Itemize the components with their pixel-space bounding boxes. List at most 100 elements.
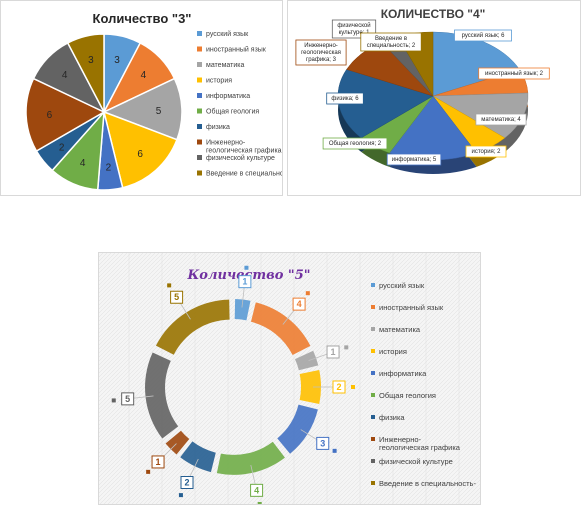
- label-marker: [305, 291, 310, 296]
- data-label: Инженерно-геологическая графика; 3: [301, 43, 341, 63]
- data-label-box: [326, 345, 340, 359]
- legend-swatch: [197, 170, 202, 176]
- data-label-box: [386, 153, 442, 166]
- data-label: 1: [242, 277, 247, 287]
- data-label: 4: [62, 70, 68, 81]
- data-label: 3: [320, 438, 325, 448]
- chart-grade-4: КОЛИЧЕСТВО "4" русский язык; 6 иностранный…: [295, 7, 550, 174]
- chart-panel-grade-5: Количество "5" 1 4 1 2 3 4 2 1 5 5 русский язык инос…: [98, 252, 481, 505]
- donut-segment-7: [180, 441, 216, 473]
- legend-entry: Инженерно-геологическая графика: [206, 140, 282, 155]
- pie-slice-4: [102, 110, 178, 189]
- legend-swatch: [371, 459, 375, 463]
- legend-swatch: [197, 46, 202, 52]
- legend-entry: история: [206, 78, 232, 85]
- data-label-box: [475, 113, 527, 126]
- data-label: 6: [137, 149, 143, 160]
- data-label-box: [292, 297, 306, 311]
- legend-entry: информатика: [206, 93, 250, 100]
- legend-swatch: [197, 31, 202, 36]
- chart-panel-grade-4: КОЛИЧЕСТВО "4" русский язык; 6 иностранный…: [287, 0, 581, 196]
- data-label-box: [295, 39, 347, 66]
- data-label: физика; 6: [331, 96, 359, 102]
- legend-entry: иностранный язык: [379, 303, 444, 312]
- donut-segment-2: [250, 302, 311, 355]
- data-label: 6: [47, 110, 53, 121]
- label-marker: [344, 345, 349, 350]
- donut-segment-6: [216, 441, 285, 475]
- pie-slice-1: [432, 31, 520, 97]
- legend-entry: физика: [206, 124, 230, 131]
- legend-entry: физической культуре: [206, 154, 275, 162]
- legend-swatch: [197, 77, 202, 83]
- data-label-box: [322, 137, 388, 150]
- data-label: 2: [59, 143, 65, 154]
- pie-slice-8: [25, 77, 106, 153]
- legend-swatch: [197, 139, 202, 145]
- data-label: информатика; 5: [392, 157, 437, 163]
- legend-entry: русский язык: [379, 281, 425, 290]
- data-label-box: [151, 455, 165, 469]
- legend-swatch: [197, 108, 202, 114]
- pie-slice-7: [337, 69, 434, 139]
- data-label: физической культуре; 1: [337, 22, 370, 36]
- data-label: русский язык; 6: [462, 32, 505, 39]
- data-label: 4: [80, 158, 86, 169]
- legend-swatch: [371, 437, 375, 441]
- data-label: 5: [125, 394, 130, 404]
- legend-entry: физика: [379, 413, 405, 422]
- data-label-box: [360, 32, 422, 52]
- legend-entry: математика: [379, 325, 421, 334]
- data-label: 1: [331, 347, 336, 357]
- data-label-box: [180, 476, 194, 490]
- data-label: Общая геология; 2: [329, 141, 382, 147]
- legend-entry: информатика: [379, 369, 427, 378]
- legend-swatch: [197, 93, 202, 98]
- data-label: 2: [185, 478, 190, 488]
- data-label-box: [316, 436, 330, 450]
- legend-entry: Инженерно-геологическая графика: [379, 435, 461, 452]
- legend-entry: русский язык: [206, 30, 249, 38]
- pie-slice-10: [66, 33, 105, 113]
- data-label: 4: [254, 485, 259, 495]
- data-label: 5: [174, 292, 179, 302]
- donut-segment-4: [299, 369, 321, 405]
- data-label-box: [170, 290, 184, 304]
- donut-segment-5: [277, 404, 318, 454]
- label-marker: [244, 265, 249, 270]
- legend-swatch: [371, 481, 375, 485]
- donut-segment-10: [155, 299, 230, 355]
- donut-segment-9: [145, 352, 179, 439]
- data-label: история; 2: [472, 149, 502, 155]
- data-label-box: [465, 145, 507, 158]
- pie-slice-3: [102, 77, 183, 141]
- label-marker: [178, 493, 183, 498]
- data-label-box: [250, 483, 264, 497]
- legend-swatch: [371, 305, 375, 309]
- data-label-box: [332, 380, 346, 394]
- data-label: 5: [156, 106, 162, 117]
- data-label-box: [454, 29, 512, 42]
- label-marker: [257, 501, 262, 504]
- legend-swatch: [371, 415, 375, 419]
- legend-entry: физической культуре: [379, 457, 453, 466]
- legend-swatch: [371, 283, 375, 287]
- legend-entry: иностранный язык: [206, 46, 267, 54]
- data-label: 1: [156, 457, 161, 467]
- donut-segment-3: [294, 350, 319, 371]
- data-label: 4: [141, 70, 147, 81]
- data-label: математика; 4: [481, 117, 521, 123]
- legend-entry: Введение в специальность-: [379, 479, 476, 488]
- data-label-box: [238, 275, 252, 289]
- data-label: Введение в специальность; 2: [367, 36, 416, 49]
- data-label-box: [478, 67, 550, 80]
- legend-swatch: [371, 393, 375, 397]
- legend-swatch: [371, 349, 375, 353]
- chart-title: КОЛИЧЕСТВО "4": [381, 7, 486, 21]
- legend-swatch: [197, 155, 202, 160]
- legend-swatch: [371, 327, 375, 331]
- data-label-box: [121, 392, 135, 406]
- data-label: 3: [88, 55, 94, 66]
- label-marker: [146, 469, 151, 474]
